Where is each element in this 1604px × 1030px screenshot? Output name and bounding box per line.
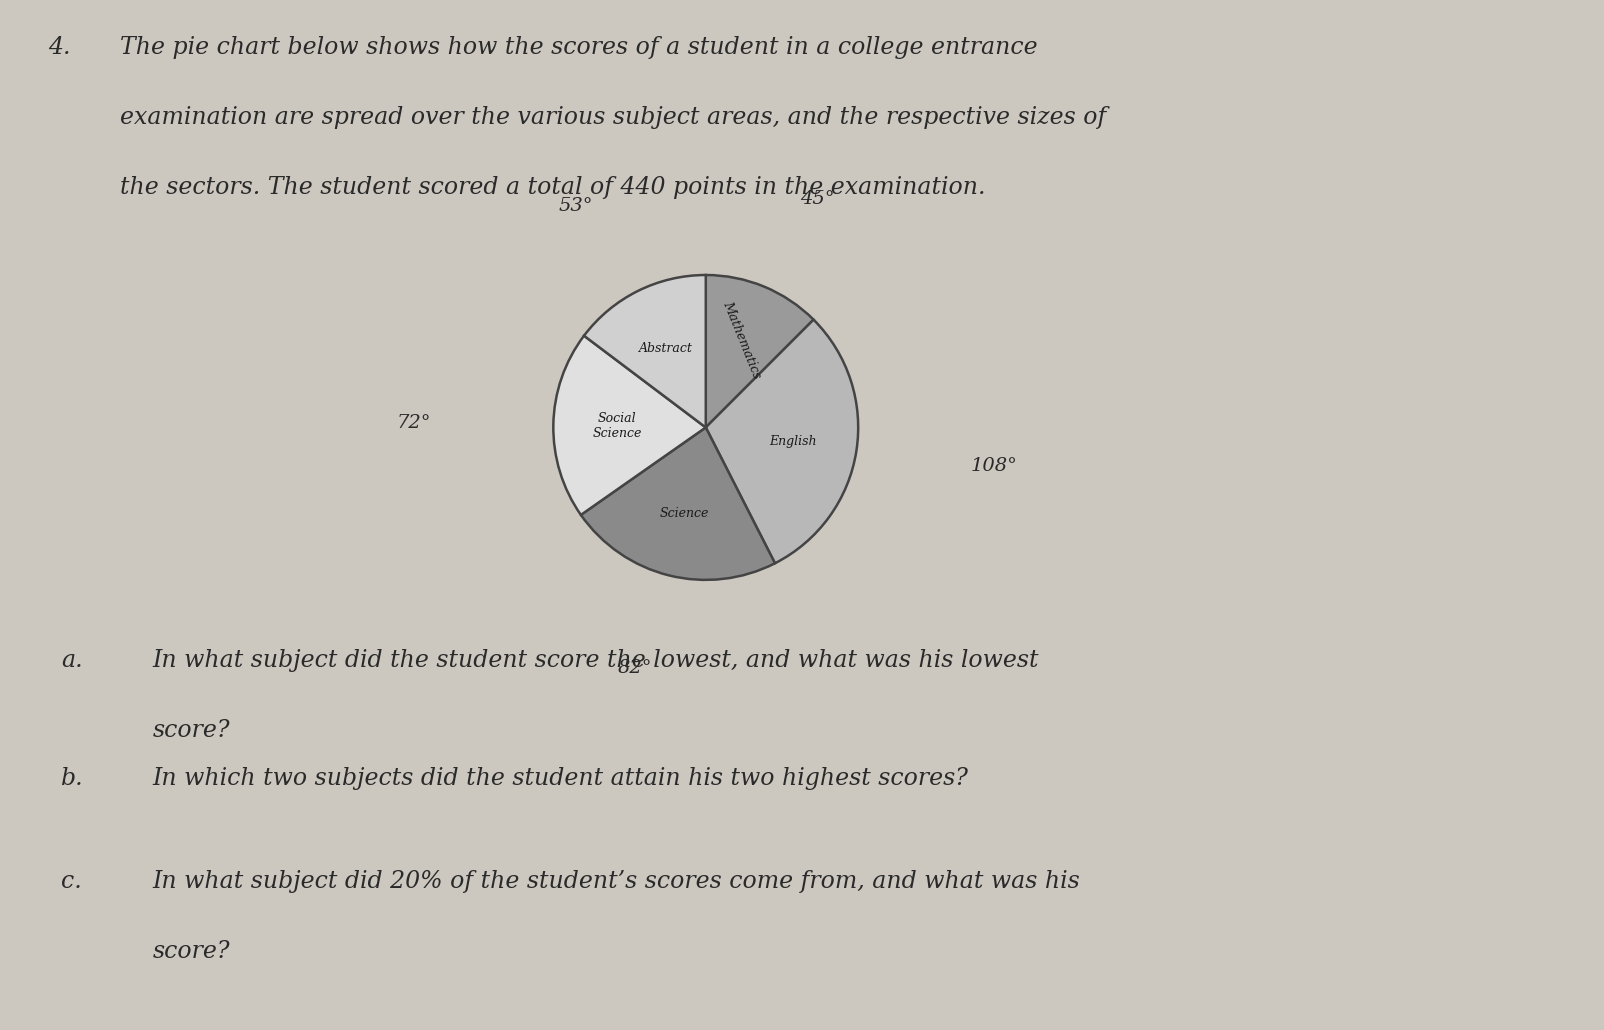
Text: c.: c.	[61, 870, 82, 893]
Text: 82°: 82°	[618, 659, 653, 677]
Wedge shape	[581, 427, 775, 580]
Text: 4.: 4.	[48, 36, 71, 59]
Text: In which two subjects did the student attain his two highest scores?: In which two subjects did the student at…	[152, 767, 969, 790]
Text: the sectors. The student scored a total of 440 points in the examination.: the sectors. The student scored a total …	[120, 176, 986, 199]
Text: Abstract: Abstract	[640, 342, 693, 354]
Text: English: English	[770, 435, 816, 448]
Text: a.: a.	[61, 649, 82, 672]
Text: b.: b.	[61, 767, 83, 790]
Wedge shape	[553, 336, 706, 515]
Text: In what subject did the student score the lowest, and what was his lowest: In what subject did the student score th…	[152, 649, 1039, 672]
Text: score?: score?	[152, 719, 229, 742]
Text: Mathematics: Mathematics	[720, 300, 764, 381]
Text: The pie chart below shows how the scores of a student in a college entrance: The pie chart below shows how the scores…	[120, 36, 1038, 59]
Text: 108°: 108°	[970, 457, 1017, 475]
Text: 53°: 53°	[558, 197, 593, 215]
Wedge shape	[706, 319, 858, 563]
Text: 72°: 72°	[396, 414, 431, 433]
Wedge shape	[584, 275, 706, 427]
Wedge shape	[706, 275, 813, 427]
Text: In what subject did 20% of the student’s scores come from, and what was his: In what subject did 20% of the student’s…	[152, 870, 1079, 893]
Text: score?: score?	[152, 940, 229, 963]
Text: examination are spread over the various subject areas, and the respective sizes : examination are spread over the various …	[120, 106, 1107, 129]
Text: Science: Science	[659, 507, 709, 520]
Text: 45°: 45°	[800, 190, 834, 208]
Text: Social
Science: Social Science	[592, 412, 642, 440]
